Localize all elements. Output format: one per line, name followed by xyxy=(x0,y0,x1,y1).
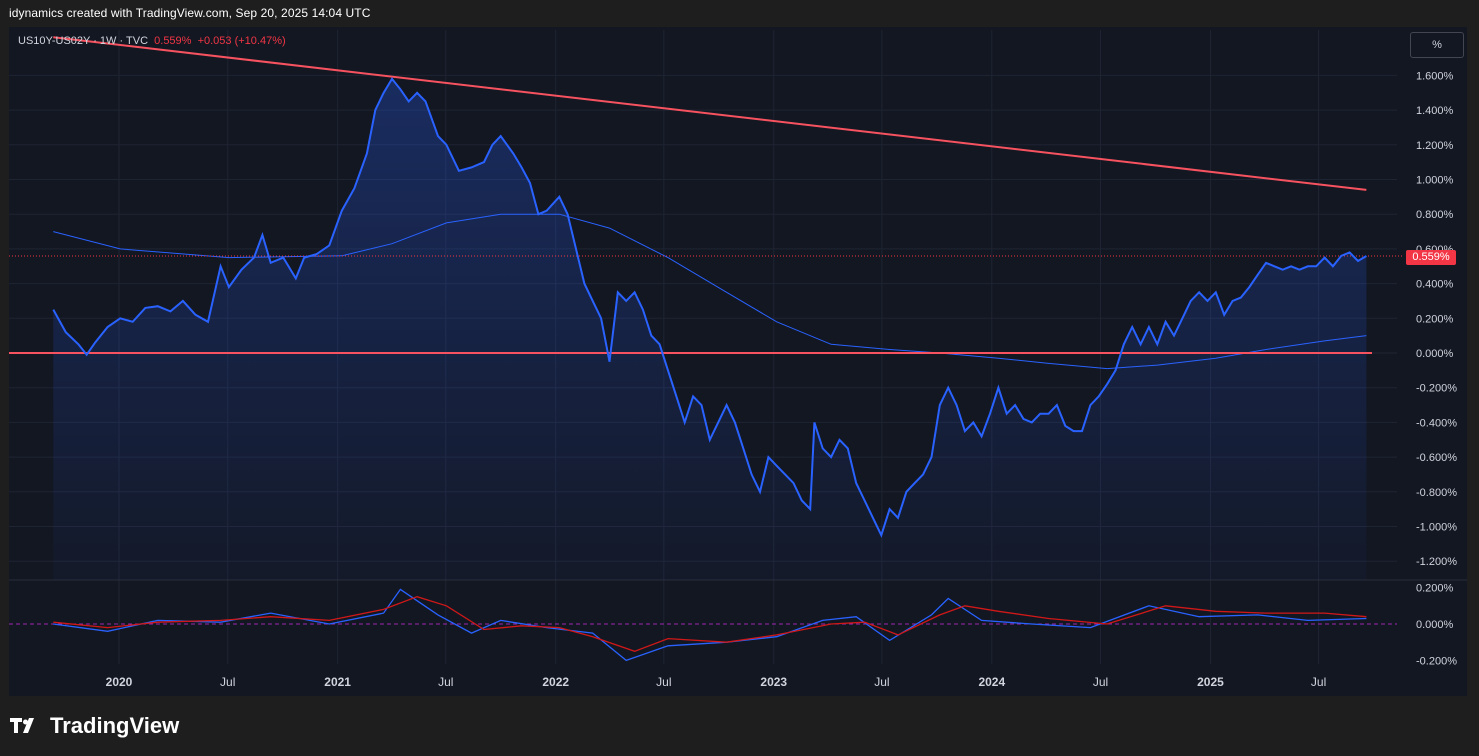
legend-change: +0.053 (+10.47%) xyxy=(197,35,286,47)
y-tick-label: 0.400% xyxy=(1416,279,1454,291)
trendline xyxy=(53,36,1367,191)
oscillator-pane xyxy=(9,588,1397,662)
x-tick-label: 2022 xyxy=(542,675,569,689)
series-area-fill xyxy=(53,78,1367,581)
x-tick-label: 2021 xyxy=(324,675,351,689)
tradingview-logo[interactable]: TradingView xyxy=(10,713,179,739)
series-legend[interactable]: US10Y-US02Y · 1W · TVC 0.559% +0.053 (+1… xyxy=(18,35,286,47)
x-tick-label: Jul xyxy=(874,675,889,689)
x-tick-label: 2020 xyxy=(106,675,133,689)
x-tick-label: Jul xyxy=(438,675,453,689)
legend-price: 0.559% xyxy=(154,35,192,47)
y-tick-label: -0.600% xyxy=(1416,452,1457,464)
x-tick-label: 2024 xyxy=(978,675,1005,689)
axes: 1.600%1.400%1.200%1.000%0.800%0.600%0.40… xyxy=(106,70,1458,689)
y-tick-label: 0.800% xyxy=(1416,209,1454,221)
y-tick-label: 0.000% xyxy=(1416,348,1454,360)
x-tick-label: Jul xyxy=(656,675,671,689)
y-tick-label: 0.200% xyxy=(1416,313,1454,325)
x-tick-label: Jul xyxy=(1093,675,1108,689)
y-tick-label: -0.200% xyxy=(1416,383,1457,395)
series-line xyxy=(52,77,1367,538)
y-tick-label: 1.600% xyxy=(1416,70,1454,82)
x-tick-label: Jul xyxy=(1311,675,1326,689)
moving-average-line xyxy=(53,213,1367,370)
osc-y-tick-label: 0.000% xyxy=(1416,619,1454,631)
tradingview-icon xyxy=(10,718,34,733)
y-tick-label: -1.200% xyxy=(1416,556,1457,568)
osc-y-tick-label: -0.200% xyxy=(1416,655,1457,667)
main-pane xyxy=(9,36,1404,581)
y-tick-label: 1.000% xyxy=(1416,175,1454,187)
y-tick-label: -0.800% xyxy=(1416,487,1457,499)
legend-symbol: US10Y-US02Y · 1W · TVC xyxy=(18,35,149,47)
osc-signal-line xyxy=(53,596,1367,652)
x-tick-label: 2025 xyxy=(1197,675,1224,689)
y-tick-label: 1.400% xyxy=(1416,105,1454,117)
x-tick-label: Jul xyxy=(220,675,235,689)
osc-fast-line xyxy=(53,588,1367,662)
y-tick-label: -0.400% xyxy=(1416,417,1457,429)
osc-y-tick-label: 0.200% xyxy=(1416,583,1454,595)
percent-scale-button[interactable]: % xyxy=(1410,32,1464,58)
x-tick-label: 2023 xyxy=(760,675,787,689)
last-price-label: 0.559% xyxy=(1406,250,1456,265)
y-tick-label: 1.200% xyxy=(1416,140,1454,152)
y-tick-label: -1.000% xyxy=(1416,522,1457,534)
chart-header: idynamics created with TradingView.com, … xyxy=(9,6,371,20)
brand-name: TradingView xyxy=(50,713,180,738)
